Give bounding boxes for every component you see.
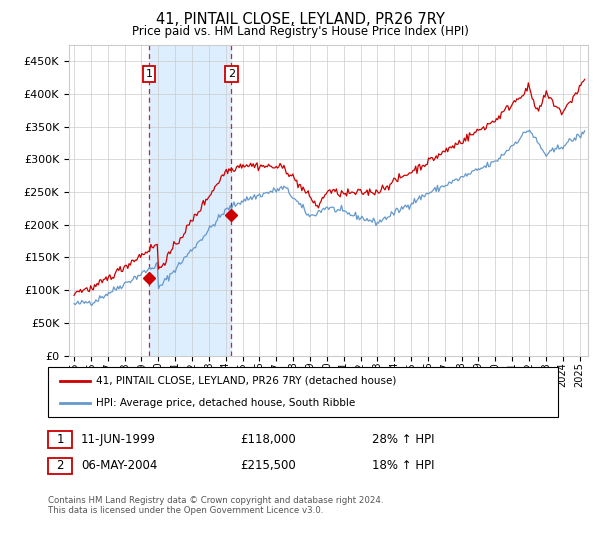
Text: £215,500: £215,500 <box>240 459 296 473</box>
Text: 18% ↑ HPI: 18% ↑ HPI <box>372 459 434 473</box>
Text: Price paid vs. HM Land Registry's House Price Index (HPI): Price paid vs. HM Land Registry's House … <box>131 25 469 38</box>
Text: 28% ↑ HPI: 28% ↑ HPI <box>372 433 434 446</box>
Text: 2: 2 <box>56 459 64 473</box>
Text: 1: 1 <box>56 433 64 446</box>
Text: 41, PINTAIL CLOSE, LEYLAND, PR26 7RY: 41, PINTAIL CLOSE, LEYLAND, PR26 7RY <box>155 12 445 27</box>
Text: 41, PINTAIL CLOSE, LEYLAND, PR26 7RY (detached house): 41, PINTAIL CLOSE, LEYLAND, PR26 7RY (de… <box>96 376 397 386</box>
Text: £118,000: £118,000 <box>240 433 296 446</box>
Text: 2: 2 <box>228 69 235 80</box>
Text: Contains HM Land Registry data © Crown copyright and database right 2024.
This d: Contains HM Land Registry data © Crown c… <box>48 496 383 515</box>
Text: 1: 1 <box>145 69 152 80</box>
Text: 06-MAY-2004: 06-MAY-2004 <box>81 459 157 473</box>
Text: HPI: Average price, detached house, South Ribble: HPI: Average price, detached house, Sout… <box>96 398 355 408</box>
Text: 11-JUN-1999: 11-JUN-1999 <box>81 433 156 446</box>
Bar <box>149 45 232 356</box>
